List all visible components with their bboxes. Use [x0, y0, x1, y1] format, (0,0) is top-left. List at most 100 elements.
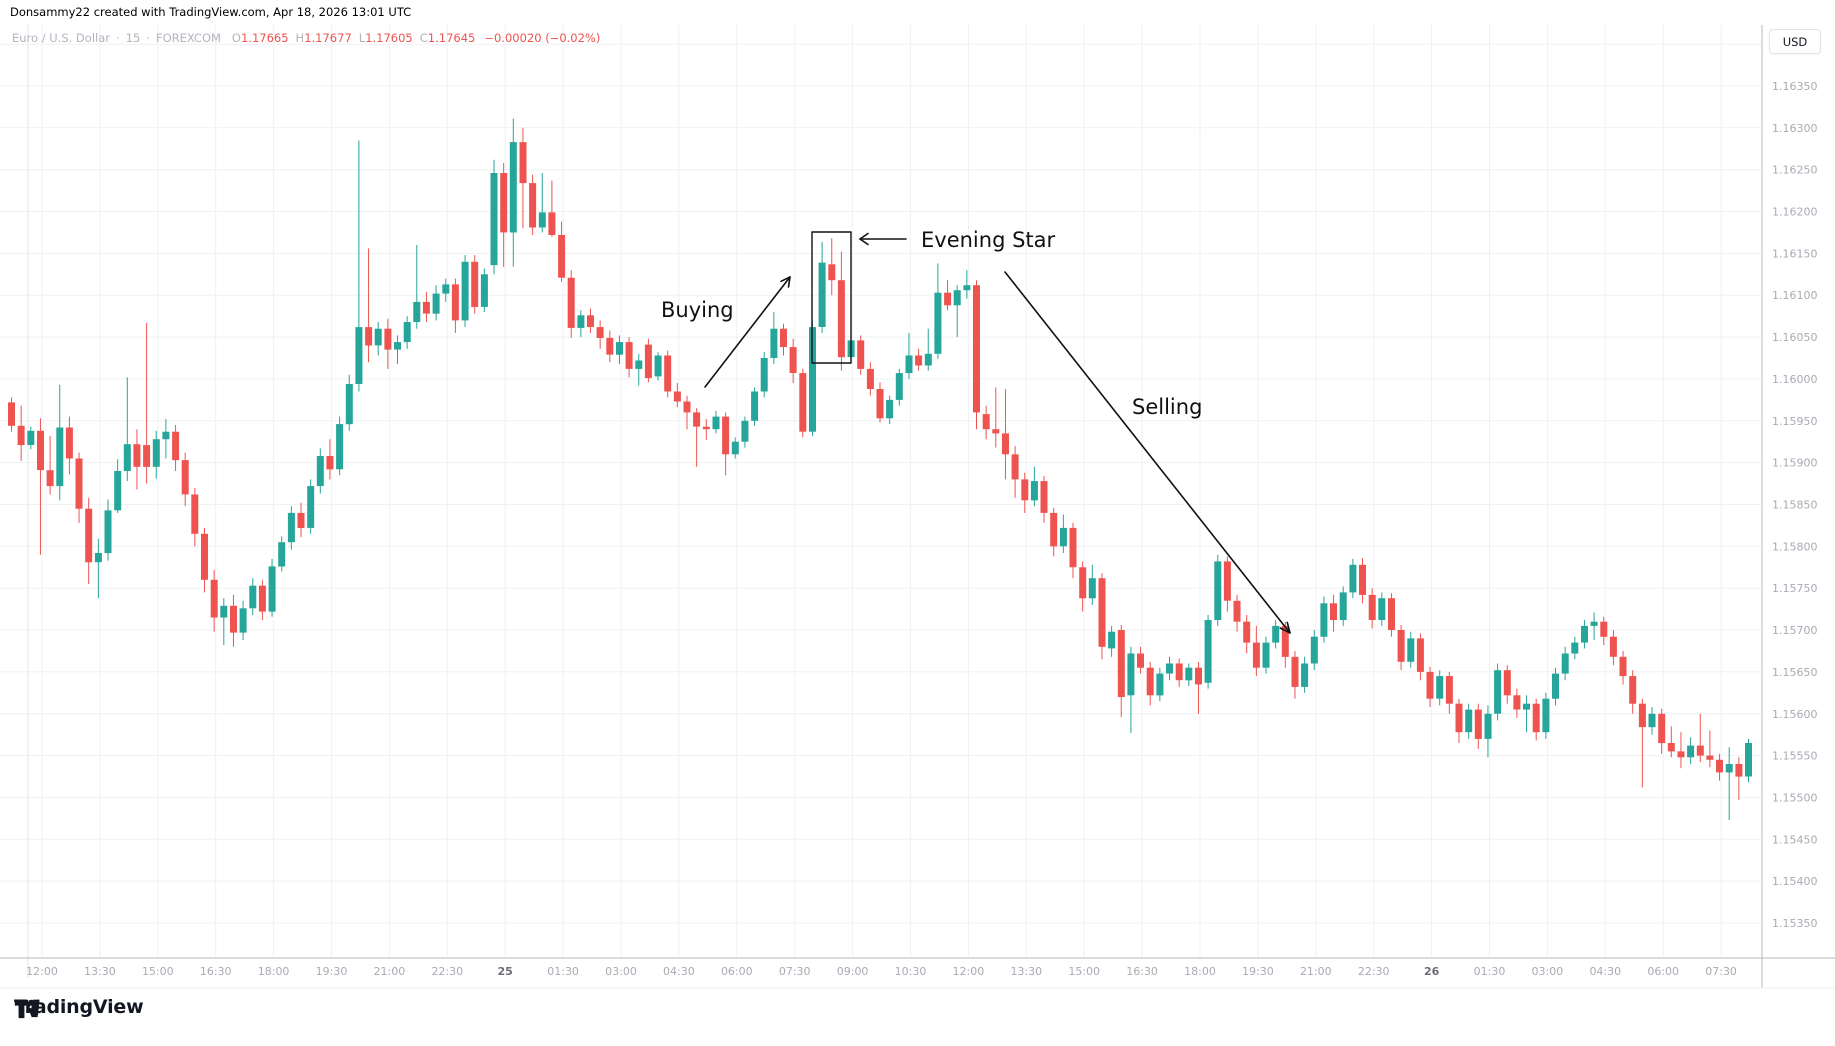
candle-body[interactable] [1098, 578, 1106, 647]
candle-body[interactable] [1677, 751, 1685, 758]
candle-body[interactable] [1735, 764, 1743, 777]
candle-body[interactable] [365, 327, 373, 346]
candle-body[interactable] [114, 471, 122, 511]
candle-body[interactable] [866, 368, 874, 389]
candle-body[interactable] [1195, 667, 1202, 685]
candle-body[interactable] [1571, 642, 1579, 654]
candle-body[interactable] [336, 424, 344, 470]
evening-star-label[interactable]: Evening Star [921, 228, 1056, 252]
candle-body[interactable] [1069, 527, 1077, 568]
candle-body[interactable] [268, 566, 276, 612]
candle-body[interactable] [1320, 603, 1328, 637]
candle-body[interactable] [239, 608, 247, 633]
candle-body[interactable] [355, 327, 363, 384]
candle-body[interactable] [519, 142, 527, 184]
candle-body[interactable] [1059, 527, 1067, 547]
candle-body[interactable] [1127, 653, 1135, 696]
candle-body[interactable] [1407, 638, 1415, 662]
selling-arrow[interactable] [1004, 271, 1291, 634]
candle-body[interactable] [1745, 743, 1752, 777]
candle-body[interactable] [1223, 561, 1231, 601]
candle-body[interactable] [886, 399, 894, 419]
candle-body[interactable] [1233, 600, 1241, 622]
candle-body[interactable] [56, 427, 64, 487]
candle-body[interactable] [500, 173, 508, 233]
candle-body[interactable] [915, 355, 923, 366]
candle-body[interactable] [1040, 481, 1048, 513]
candle-body[interactable] [1021, 479, 1029, 501]
candle-body[interactable] [722, 416, 730, 455]
candle-body[interactable] [1696, 745, 1704, 756]
candle-body[interactable] [1214, 561, 1222, 620]
interval-label[interactable]: 15 [125, 31, 141, 45]
tradingview-logo[interactable]: TradingView [14, 996, 144, 1019]
selling-label[interactable]: Selling [1132, 395, 1202, 419]
candle-body[interactable] [297, 512, 305, 528]
candle-body[interactable] [809, 327, 816, 432]
candle-body[interactable] [1185, 667, 1193, 681]
candle-body[interactable] [172, 431, 180, 461]
candle-body[interactable] [345, 384, 353, 425]
candle-body[interactable] [1301, 663, 1309, 687]
candle-body[interactable] [567, 277, 575, 328]
candle-body[interactable] [1725, 764, 1733, 773]
candle-body[interactable] [944, 292, 952, 306]
candle-body[interactable] [625, 342, 633, 369]
candle-body[interactable] [1687, 745, 1695, 758]
candle-body[interactable] [201, 533, 208, 580]
candle-body[interactable] [683, 401, 691, 413]
candle-body[interactable] [1706, 755, 1714, 760]
candle-body[interactable] [394, 342, 401, 350]
candle-body[interactable] [587, 315, 594, 327]
candle-body[interactable] [1523, 703, 1530, 710]
candle-body[interactable] [403, 322, 411, 343]
candle-body[interactable] [1349, 564, 1357, 593]
candle-body[interactable] [46, 470, 54, 487]
candle-body[interactable] [905, 355, 913, 374]
candle-body[interactable] [143, 445, 151, 467]
candle-body[interactable] [1137, 653, 1144, 668]
candle-body[interactable] [857, 340, 865, 369]
candle-body[interactable] [104, 510, 112, 554]
candle-body[interactable] [693, 412, 701, 427]
candle-body[interactable] [307, 486, 315, 528]
candle-body[interactable] [751, 391, 759, 421]
candle-body[interactable] [490, 173, 498, 266]
time-axis[interactable]: 12:00 13:30 15:00 16:30 18:00 19:30 21:00 22:30… [26, 965, 1737, 978]
candle-body[interactable] [548, 212, 556, 235]
drawing-annotations[interactable] [704, 231, 1291, 634]
candle-body[interactable] [973, 285, 980, 413]
candle-body[interactable] [94, 553, 102, 563]
candle-body[interactable] [1590, 621, 1598, 626]
candle-body[interactable] [374, 328, 382, 346]
candle-body[interactable] [442, 284, 450, 294]
candle-body[interactable] [992, 429, 1000, 434]
candle-body[interactable] [982, 414, 990, 430]
candle-body[interactable] [413, 301, 421, 322]
candle-body[interactable] [1716, 759, 1723, 773]
candle-body[interactable] [1455, 703, 1463, 733]
candle-body[interactable] [326, 456, 334, 470]
candle-body[interactable] [27, 430, 35, 445]
buying-label[interactable]: Buying [661, 298, 734, 322]
candle-body[interactable] [1204, 620, 1212, 683]
candle-body[interactable] [818, 262, 826, 327]
price-axis[interactable]: 1.16350 1.16300 1.16250 1.16200 1.16150 1.161… [1772, 80, 1818, 930]
candle-body[interactable] [799, 373, 807, 432]
candle-body[interactable] [1426, 671, 1434, 699]
candle-body[interactable] [451, 284, 459, 321]
candle-body[interactable] [152, 439, 160, 467]
candle-body[interactable] [162, 431, 170, 440]
candle-body[interactable] [673, 391, 681, 402]
currency-badge[interactable]: USD [1769, 29, 1821, 54]
candle-body[interactable] [828, 264, 836, 281]
candle-body[interactable] [1581, 625, 1588, 643]
candle-body[interactable] [1445, 676, 1453, 704]
candle-body[interactable] [278, 542, 286, 567]
candle-body[interactable] [480, 274, 488, 307]
candle-body[interactable] [1513, 695, 1521, 710]
candle-body[interactable] [895, 373, 903, 400]
candle-body[interactable] [471, 261, 479, 307]
evening-star-box[interactable] [811, 231, 852, 364]
